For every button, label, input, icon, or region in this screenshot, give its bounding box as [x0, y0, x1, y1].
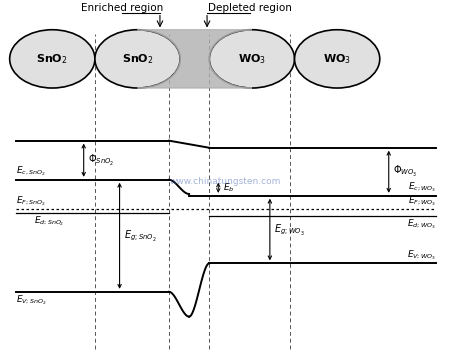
Text: $E_{F;SnO_2}$: $E_{F;SnO_2}$ [16, 194, 46, 208]
Text: $\Phi_{WO_3}$: $\Phi_{WO_3}$ [393, 164, 418, 179]
Text: $E_{g;WO_3}$: $E_{g;WO_3}$ [274, 222, 305, 237]
Text: $E_{V;WO_3}$: $E_{V;WO_3}$ [407, 248, 436, 261]
Text: $E_{d;WO_3}$: $E_{d;WO_3}$ [407, 218, 436, 231]
Ellipse shape [209, 30, 295, 88]
Text: WO$_3$: WO$_3$ [323, 52, 351, 66]
Text: $\Phi_{SnO_2}$: $\Phi_{SnO_2}$ [88, 153, 114, 168]
Text: $E_{V;SnO_2}$: $E_{V;SnO_2}$ [16, 293, 47, 307]
Ellipse shape [9, 30, 95, 88]
Text: $E_{g;SnO_2}$: $E_{g;SnO_2}$ [124, 228, 157, 243]
Text: Enriched region: Enriched region [81, 3, 163, 13]
Text: $E_{c,SnO_2}$: $E_{c,SnO_2}$ [16, 165, 46, 178]
Text: $E_{d;SnO_2}$: $E_{d;SnO_2}$ [34, 214, 65, 228]
Text: www.chinatungsten.com: www.chinatungsten.com [169, 177, 281, 186]
Ellipse shape [95, 30, 180, 88]
Text: $E_b$: $E_b$ [223, 181, 234, 194]
Text: $E_{F;WO_3}$: $E_{F;WO_3}$ [408, 194, 436, 208]
Polygon shape [138, 30, 252, 88]
Text: $E_{c;WO_3}$: $E_{c;WO_3}$ [408, 180, 436, 194]
Text: WO$_3$: WO$_3$ [238, 52, 266, 66]
Text: Depleted region: Depleted region [208, 3, 292, 13]
Text: SnO$_2$: SnO$_2$ [36, 52, 68, 66]
Ellipse shape [295, 30, 380, 88]
Text: SnO$_2$: SnO$_2$ [122, 52, 153, 66]
